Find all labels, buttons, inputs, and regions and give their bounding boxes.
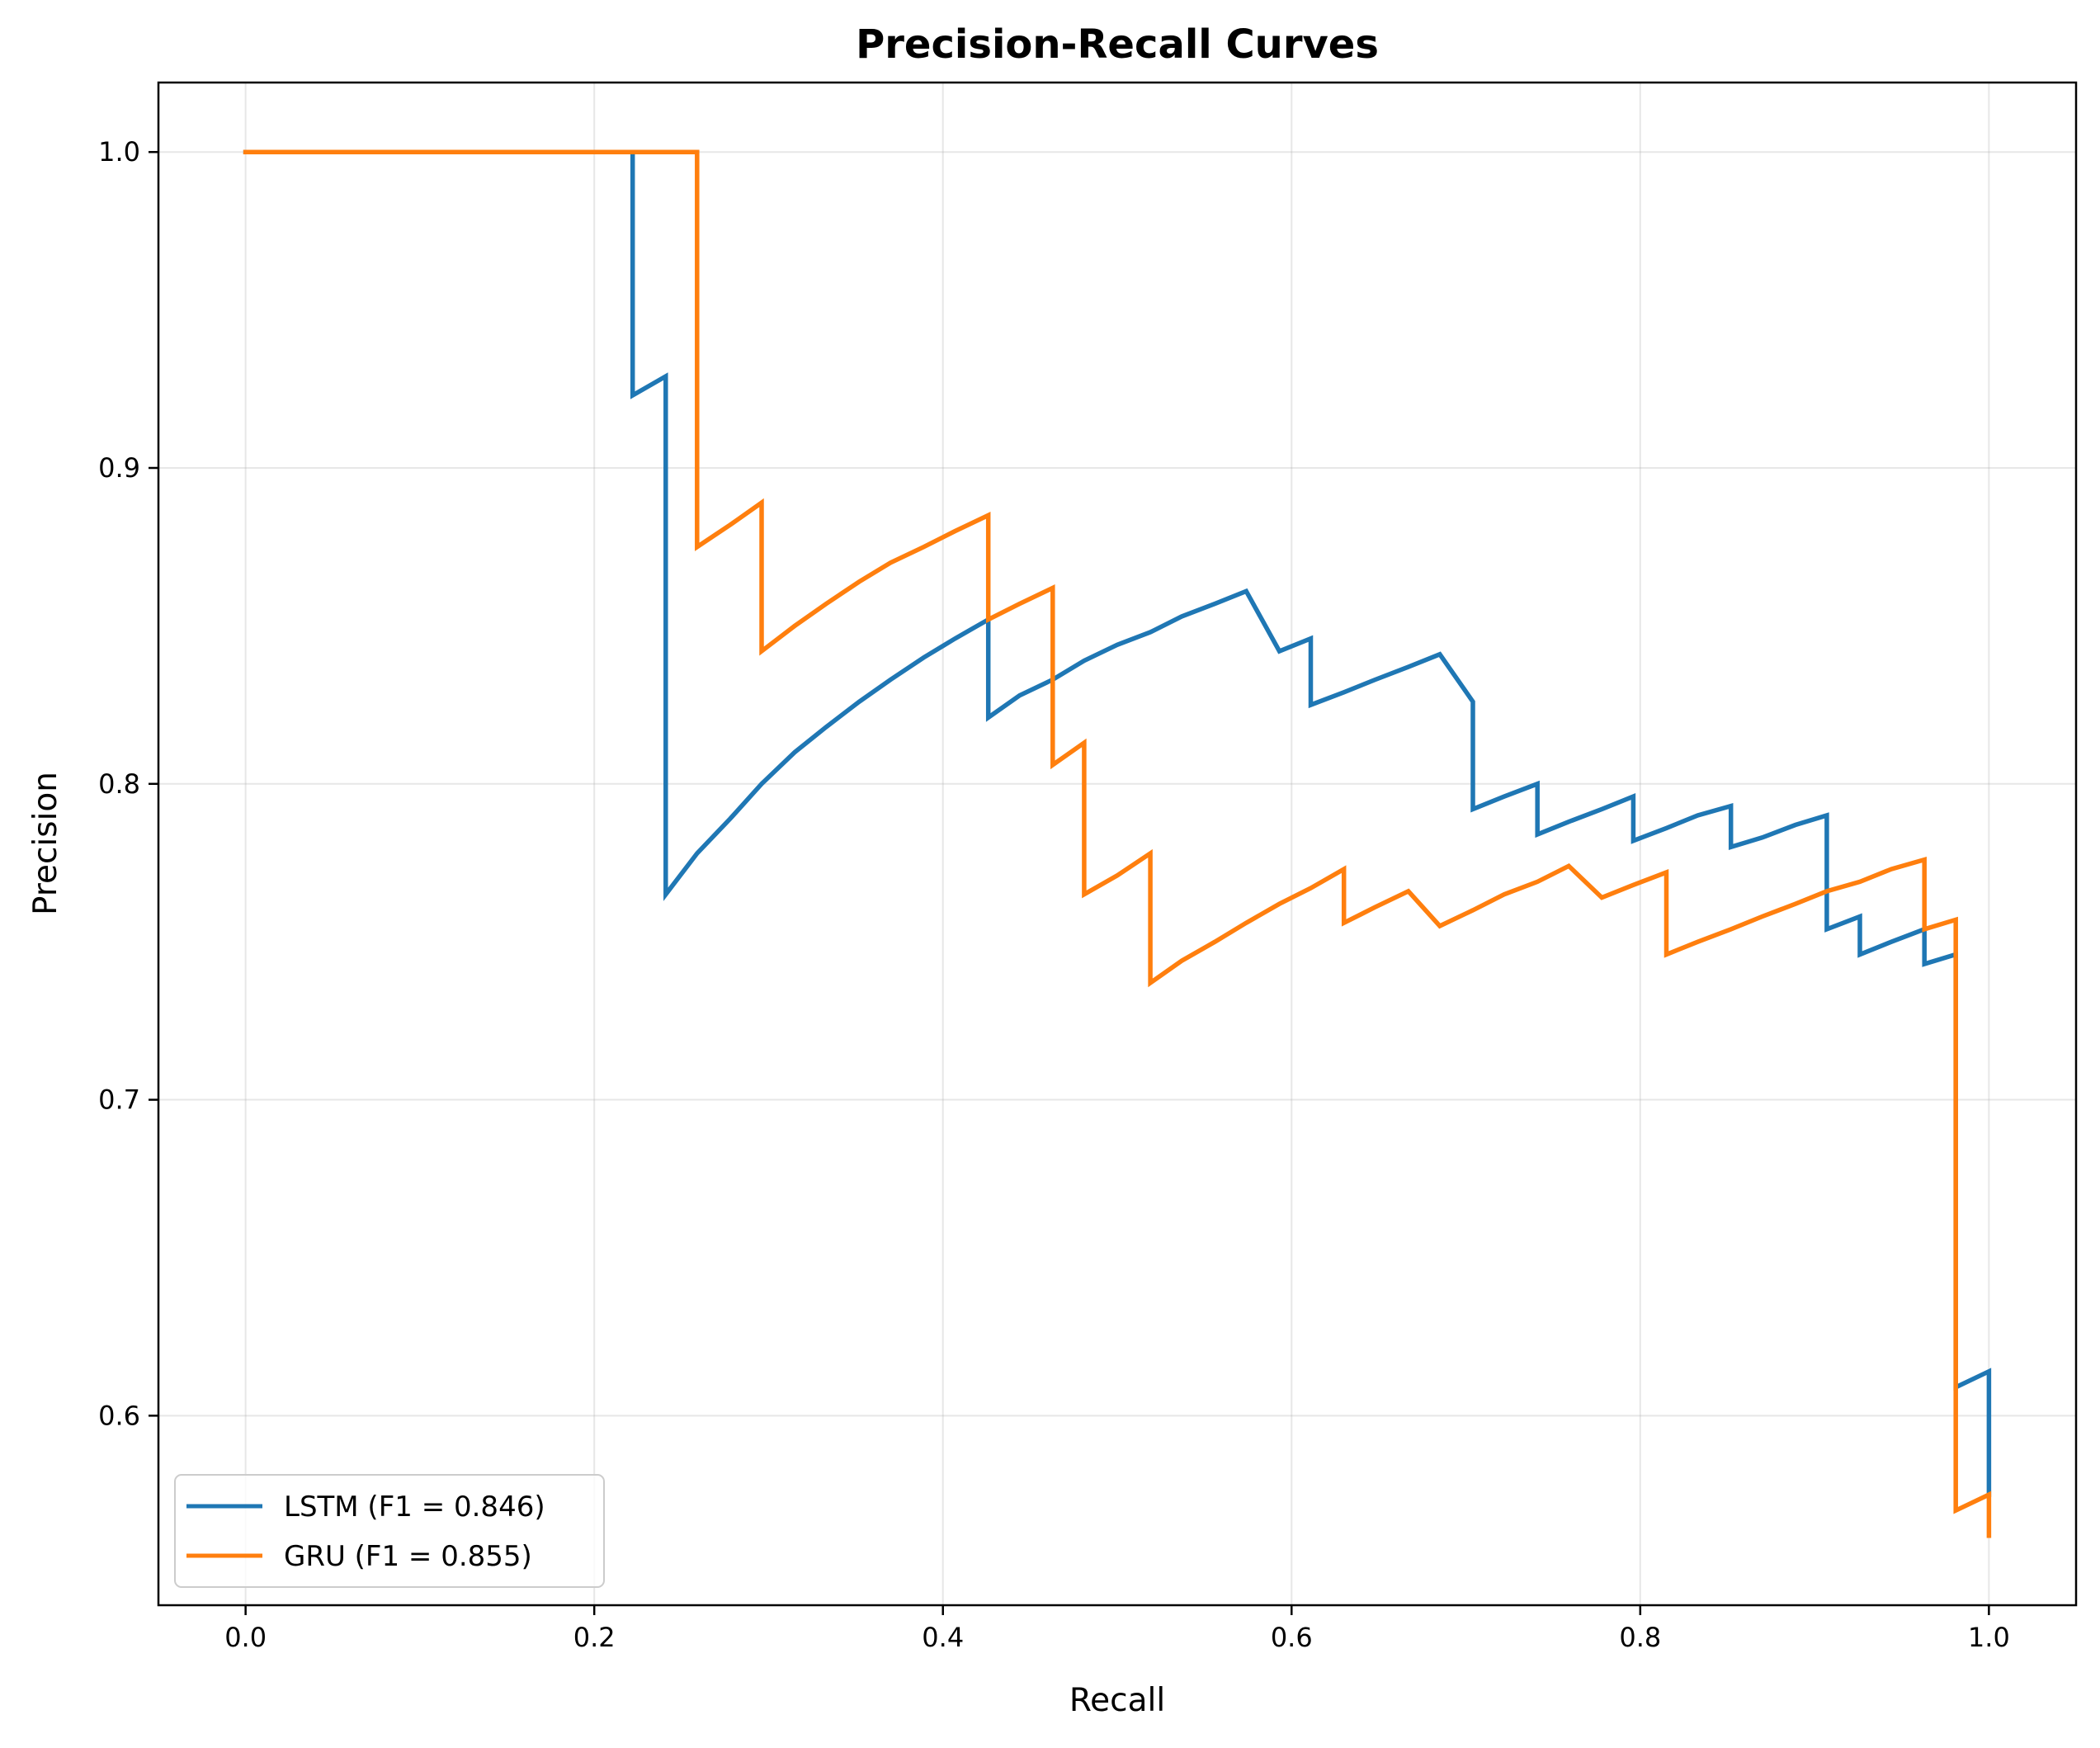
y-tick-label: 0.7: [98, 1084, 140, 1116]
legend-box: [174, 1474, 605, 1588]
x-tick-label: 0.2: [573, 1622, 616, 1653]
y-tick-label: 0.6: [98, 1400, 140, 1431]
y-axis-label: Precision: [27, 772, 64, 915]
series-line-gru: [243, 149, 1992, 1538]
x-tick-label: 0.0: [224, 1622, 267, 1653]
x-tick-label: 1.0: [1968, 1622, 2010, 1653]
x-tick-label: 0.6: [1271, 1622, 1313, 1653]
legend-label-lstm: LSTM (F1 = 0.846): [284, 1491, 545, 1524]
y-tick-label: 0.8: [98, 768, 140, 800]
grid: [158, 83, 2076, 1605]
legend: LSTM (F1 = 0.846) GRU (F1 = 0.855): [174, 1474, 605, 1588]
chart-title: Precision-Recall Curves: [856, 21, 1379, 68]
x-tick-label: 0.4: [922, 1622, 964, 1653]
legend-label-gru: GRU (F1 = 0.855): [284, 1540, 532, 1573]
x-axis-label: Recall: [1069, 1682, 1165, 1719]
plot-series: [243, 149, 1992, 1538]
y-tick-label: 0.9: [98, 452, 140, 484]
axis-ticks: 0.0 0.2 0.4 0.6 0.8 1.0 0.6 0.7 0.8 0.9 1.0: [98, 136, 2010, 1653]
plot-frame: [157, 81, 2078, 1607]
y-tick-label: 1.0: [98, 136, 140, 168]
x-tick-label: 0.8: [1619, 1622, 1661, 1653]
